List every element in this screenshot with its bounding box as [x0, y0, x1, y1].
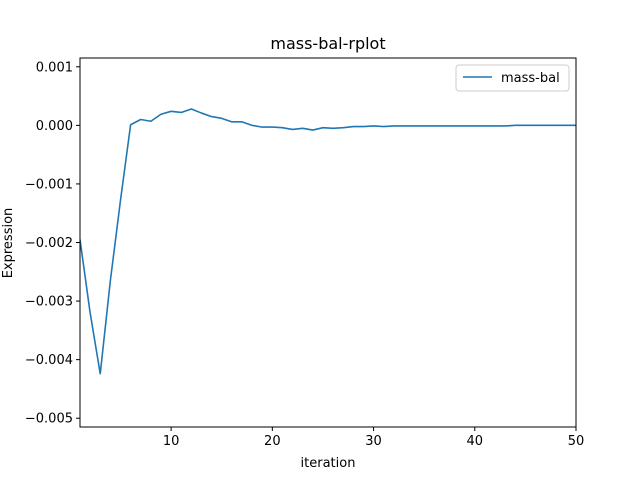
series-line-mass-bal	[80, 108, 576, 375]
y-tick-label: −0.002	[25, 236, 73, 251]
y-tick-label: −0.005	[25, 412, 73, 427]
y-tick-label: −0.001	[25, 177, 73, 192]
y-tick-label: −0.003	[25, 295, 73, 310]
plot-frame	[79, 57, 577, 428]
y-tick-label: 0.000	[36, 119, 73, 134]
x-tick-label: 30	[365, 434, 382, 449]
axes: 10 20 30 40 50 −0.005 −0.004 −0.003 −0.002 −0.001…	[25, 60, 584, 449]
legend-box	[455, 64, 570, 92]
x-tick-label: 20	[264, 434, 281, 449]
plot-area	[80, 108, 576, 375]
y-tick-label: −0.004	[25, 353, 73, 368]
x-tick-label: 10	[163, 434, 180, 449]
y-tick-label: 0.001	[36, 60, 73, 75]
legend-label-mass-bal: mass-bal	[501, 71, 560, 86]
y-axis-label: Expression	[1, 208, 16, 279]
legend: mass-bal	[455, 64, 570, 92]
x-axis-label: iteration	[301, 456, 356, 471]
x-tick-label: 50	[568, 434, 585, 449]
chart-title: mass-bal-rplot	[270, 34, 385, 53]
x-tick-label: 40	[467, 434, 484, 449]
